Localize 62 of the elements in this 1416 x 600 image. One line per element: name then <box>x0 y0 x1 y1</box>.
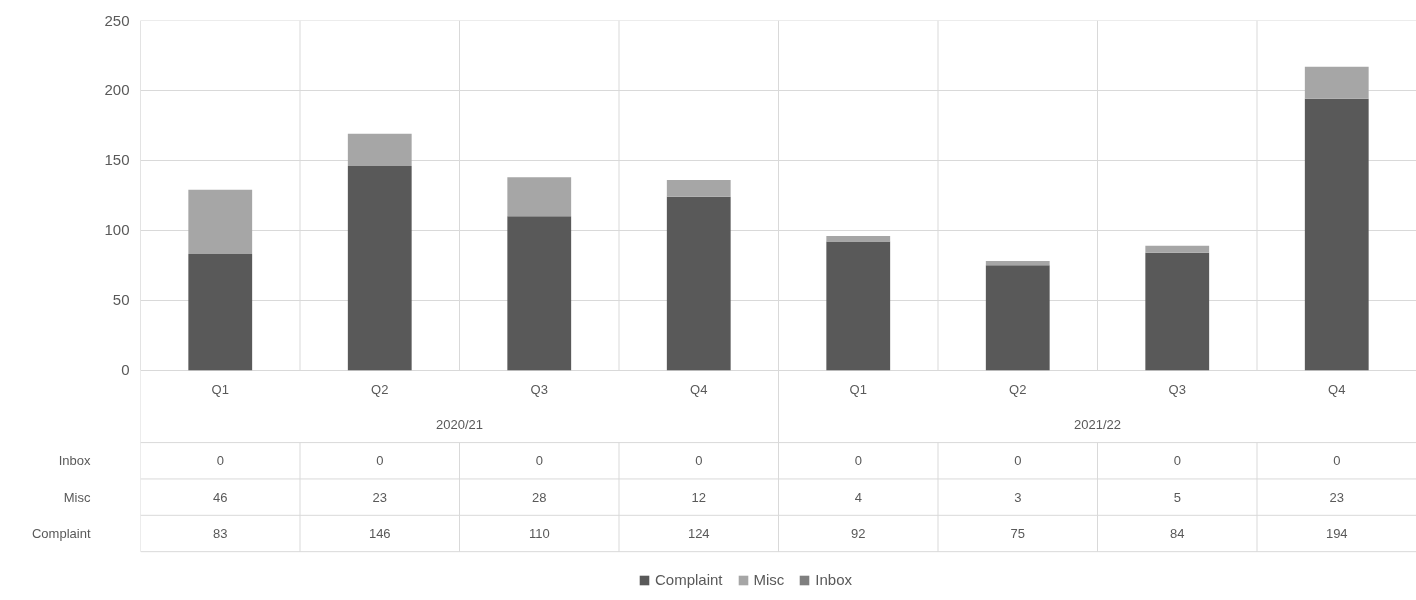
text: Complaint <box>31 526 91 541</box>
bar <box>188 254 253 371</box>
x-tick-label: Q3 <box>530 381 548 397</box>
x-tick-label: Q4 <box>1328 381 1346 397</box>
x-tick-label: Q1 <box>211 381 229 397</box>
bar <box>985 261 1050 266</box>
bar <box>826 241 891 371</box>
data-label: 12 <box>691 489 706 505</box>
data-label: 23 <box>1329 489 1344 505</box>
text: Inbox <box>58 453 91 469</box>
data-label: 0 <box>535 453 543 469</box>
x-tick-label: Q2 <box>1009 381 1027 397</box>
data-label: 194 <box>1325 526 1348 541</box>
text: 2021/22 <box>1074 417 1121 433</box>
text: Misc <box>63 489 91 505</box>
data-label: 0 <box>695 453 703 469</box>
bar <box>347 133 412 166</box>
x-tick-label: Q4 <box>690 381 708 397</box>
data-label: 46 <box>213 489 228 505</box>
x-tick-label: Q1 <box>849 381 867 397</box>
bar <box>985 265 1050 371</box>
data-label: 4 <box>854 489 862 505</box>
data-label: 0 <box>216 453 224 469</box>
y-tick-label: 100 <box>104 221 130 239</box>
legend-label: Complaint <box>655 571 723 588</box>
bar <box>666 196 731 371</box>
y-tick-label: 200 <box>104 81 130 99</box>
data-label: 75 <box>1010 526 1025 541</box>
bar <box>826 235 891 242</box>
y-tick-label: 250 <box>104 11 130 29</box>
data-label: 124 <box>687 526 710 541</box>
data-label: 0 <box>376 453 384 469</box>
data-label: 84 <box>1170 526 1185 541</box>
data-label: 0 <box>1333 453 1341 469</box>
data-label: 0 <box>1173 453 1181 469</box>
data-label: 3 <box>1014 489 1022 505</box>
y-tick-label: 150 <box>104 151 130 169</box>
x-tick-label: Q2 <box>371 381 389 397</box>
data-label: 5 <box>1173 489 1181 505</box>
bar <box>347 165 412 371</box>
bar <box>1304 98 1369 371</box>
data-label: 0 <box>1014 453 1022 469</box>
legend-label: Inbox <box>815 571 853 588</box>
bar <box>188 189 253 255</box>
text: 2020/21 <box>436 417 483 433</box>
data-label: 146 <box>368 526 391 541</box>
bar <box>1304 66 1369 99</box>
data-label: 83 <box>213 526 228 541</box>
bar <box>507 216 572 371</box>
data-label: 0 <box>854 453 862 469</box>
data-label: 110 <box>528 526 550 541</box>
y-tick-label: 0 <box>121 361 130 379</box>
data-label: 23 <box>372 489 387 505</box>
bar <box>1145 245 1210 253</box>
legend-label: Misc <box>753 571 785 588</box>
y-tick-label: 50 <box>112 291 130 309</box>
bar <box>1145 252 1210 371</box>
data-label: 28 <box>532 489 547 505</box>
bar <box>507 177 572 217</box>
data-label: 92 <box>851 526 866 541</box>
x-tick-label: Q3 <box>1168 381 1186 397</box>
bar <box>666 179 731 197</box>
